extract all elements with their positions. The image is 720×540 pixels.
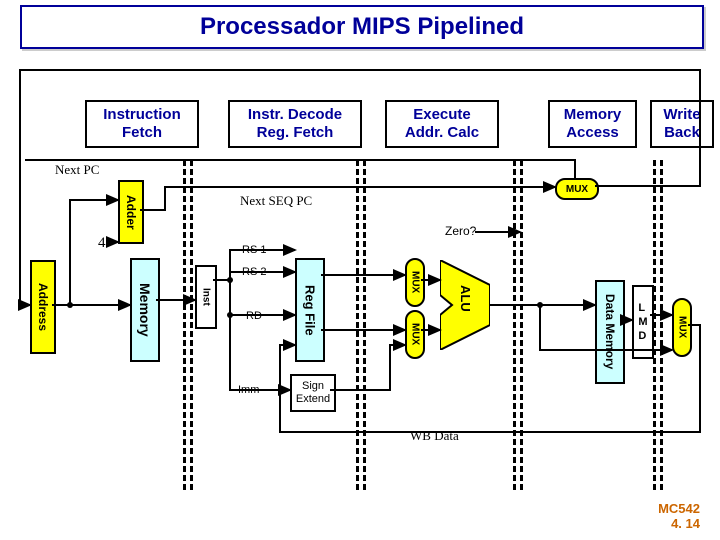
alu-block: ALU: [440, 260, 490, 350]
datapath-wires: [0, 0, 720, 540]
divider-3b: [520, 160, 523, 490]
next-pc-label: Next PC: [55, 162, 99, 178]
imm-label: Imm: [238, 384, 259, 396]
stage-id: Instr. Decode Reg. Fetch: [228, 100, 362, 148]
slide-footer: MC542 4. 14: [658, 501, 700, 532]
rs2-label: RS 2: [242, 266, 266, 278]
divider-4b: [660, 160, 663, 490]
rs1-label: RS 1: [242, 244, 266, 256]
mux-alu-a: MUX: [405, 258, 425, 307]
mux-alu-b: MUX: [405, 310, 425, 359]
stage-mem: Memory Access: [548, 100, 637, 148]
divider-4: [653, 160, 656, 490]
sign-extend: Sign Extend: [290, 374, 336, 412]
divider-2: [356, 160, 359, 490]
imem-block: Memory: [130, 258, 160, 362]
regfile-block: Reg File: [295, 258, 325, 362]
divider-1: [183, 160, 186, 490]
mux-branch: MUX: [555, 178, 599, 200]
inst-latch: Inst: [195, 265, 217, 329]
address-block: Address: [30, 260, 56, 354]
divider-1b: [190, 160, 193, 490]
page-title: Processador MIPS Pipelined: [20, 5, 704, 49]
next-seq-label: Next SEQ PC: [240, 193, 312, 209]
divider-2b: [363, 160, 366, 490]
mux-wb: MUX: [672, 298, 692, 357]
stage-wb: Write Back: [650, 100, 714, 148]
dmem-block: Data Memory: [595, 280, 625, 384]
four-label: 4: [98, 235, 106, 252]
stage-ex: Execute Addr. Calc: [385, 100, 499, 148]
lmd-latch: L M D: [632, 285, 654, 359]
zero-label: Zero?: [445, 224, 476, 238]
stage-if: Instruction Fetch: [85, 100, 199, 148]
course-code: MC542: [658, 501, 700, 517]
slide-number: 4. 14: [658, 516, 700, 532]
wbdata-label: WB Data: [410, 428, 459, 444]
rd-label: RD: [246, 310, 262, 322]
divider-3: [513, 160, 516, 490]
adder-block: Adder: [118, 180, 144, 244]
